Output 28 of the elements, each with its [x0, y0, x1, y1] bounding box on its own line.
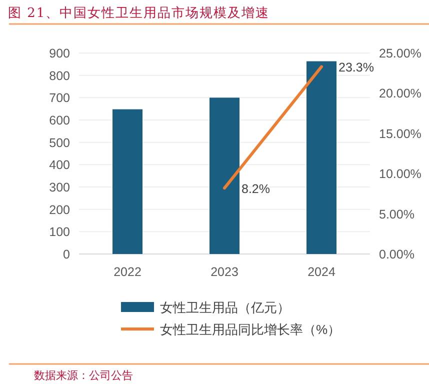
bar — [210, 98, 240, 254]
bar — [306, 61, 336, 254]
x-tick-label: 2022 — [114, 265, 142, 279]
y2-tick-label: 5.00% — [379, 207, 414, 222]
bar — [112, 109, 142, 254]
y-tick-label: 300 — [49, 180, 70, 194]
y-tick-label: 500 — [49, 136, 70, 150]
legend-label: 女性卫生用品同比增长率（%） — [160, 322, 341, 337]
y-tick-label: 900 — [49, 46, 70, 60]
y-tick-label: 800 — [49, 68, 70, 83]
legend-label: 女性卫生用品（亿元） — [160, 300, 290, 315]
y-tick-label: 0 — [63, 248, 70, 262]
source-note: 数据来源：公司公告 — [34, 369, 133, 382]
y2-tick-label: 10.00% — [379, 167, 422, 182]
y-tick-label: 400 — [49, 158, 70, 172]
data-label: 23.3% — [338, 60, 374, 75]
x-tick-label: 2024 — [308, 265, 336, 279]
y2-tick-label: 20.00% — [379, 86, 422, 101]
y-tick-label: 700 — [49, 91, 70, 106]
y2-tick-label: 25.00% — [379, 46, 422, 60]
y-tick-label: 200 — [49, 202, 70, 217]
chart-title: 图 21、中国女性卫生用品市场规模及增速 — [8, 6, 270, 21]
x-tick-label: 2023 — [210, 265, 238, 279]
data-label: 8.2% — [242, 182, 270, 196]
y-tick-label: 100 — [49, 225, 70, 240]
y2-tick-label: 15.00% — [379, 126, 422, 141]
y2-tick-label: 0.00% — [379, 248, 414, 262]
y-tick-label: 600 — [49, 114, 70, 128]
